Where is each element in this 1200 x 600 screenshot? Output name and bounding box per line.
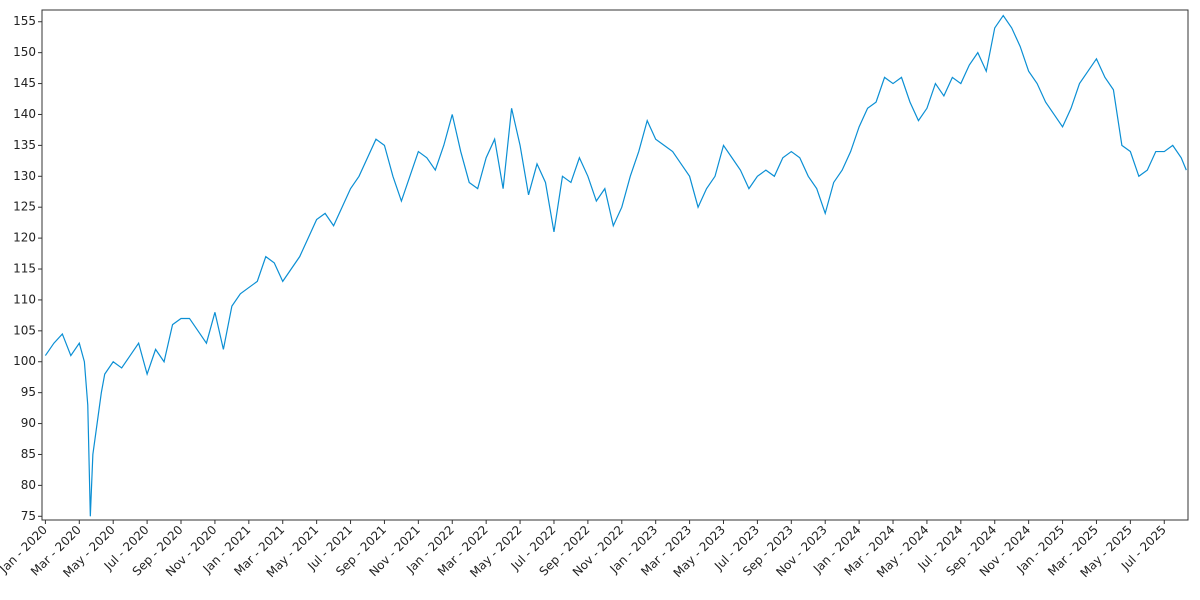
y-tick-label: 100: [13, 354, 36, 368]
y-tick-label: 80: [21, 478, 36, 492]
y-tick-label: 125: [13, 200, 36, 214]
y-tick-label: 135: [13, 138, 36, 152]
y-tick-label: 140: [13, 107, 36, 121]
y-tick-label: 105: [13, 323, 36, 337]
y-tick-label: 115: [13, 262, 36, 276]
y-tick-label: 110: [13, 292, 36, 306]
y-tick-label: 145: [13, 76, 36, 90]
y-tick-label: 75: [21, 509, 36, 523]
y-tick-label: 120: [13, 231, 36, 245]
y-tick-label: 90: [21, 416, 36, 430]
y-tick-label: 85: [21, 447, 36, 461]
y-tick-label: 95: [21, 385, 36, 399]
y-tick-label: 130: [13, 169, 36, 183]
y-tick-label: 150: [13, 45, 36, 59]
line: [44, 14, 1187, 517]
plot-frame: [41, 9, 1189, 521]
y-tick-label: 155: [13, 14, 36, 28]
